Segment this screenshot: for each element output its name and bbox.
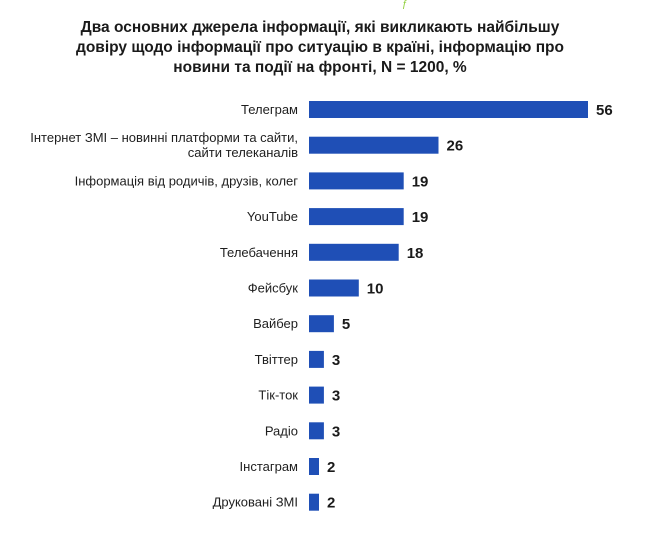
- value-label: 10: [367, 281, 384, 298]
- category-label: Фейсбук: [248, 281, 299, 296]
- bar: [309, 386, 324, 404]
- chart-title-line: довіру щодо інформації про ситуацію в кр…: [75, 39, 564, 56]
- value-label: 26: [447, 138, 464, 155]
- value-label: 3: [332, 352, 340, 369]
- bar: [309, 315, 334, 333]
- bar: [309, 350, 324, 368]
- category-label: YouTube: [247, 209, 298, 224]
- category-label: Вайбер: [253, 316, 298, 331]
- value-label: 56: [596, 102, 613, 119]
- value-label: 5: [342, 316, 350, 333]
- category-label: Телебачення: [220, 245, 298, 260]
- category-label: Інстаграм: [240, 459, 299, 474]
- bar: [309, 101, 588, 118]
- category-label: Радіо: [265, 423, 298, 438]
- category-label: сайти телеканалів: [188, 145, 298, 160]
- bar: [309, 279, 359, 297]
- category-label: Друковані ЗМІ: [213, 495, 298, 510]
- bar: [309, 243, 399, 261]
- bar: [309, 208, 404, 226]
- category-label: Інтернет ЗМІ – новинні платформи та сайт…: [30, 130, 298, 145]
- bar: [309, 172, 404, 190]
- bar: [309, 493, 319, 511]
- bar: [309, 136, 439, 154]
- value-label: 19: [412, 209, 429, 226]
- chart-title-line: Два основних джерела інформації, які вик…: [80, 19, 560, 36]
- category-label: Телеграм: [241, 102, 298, 117]
- bar: [309, 458, 319, 475]
- value-label: 2: [327, 459, 335, 476]
- chart-title-line: новини та події на фронті, N = 1200, %: [173, 59, 467, 76]
- chart-title: Два основних джерела інформації, які вик…: [60, 18, 580, 78]
- category-label: Тік-ток: [258, 388, 298, 403]
- category-label: Інформація від родичів, друзів, колег: [75, 173, 299, 188]
- value-label: 19: [412, 173, 429, 190]
- value-label: 3: [332, 388, 340, 405]
- top-accent-mark: ƒ: [402, 0, 408, 10]
- value-label: 3: [332, 423, 340, 440]
- bar: [309, 422, 324, 440]
- value-label: 2: [327, 495, 335, 512]
- value-label: 18: [407, 245, 424, 262]
- category-label: Твіттер: [255, 352, 298, 367]
